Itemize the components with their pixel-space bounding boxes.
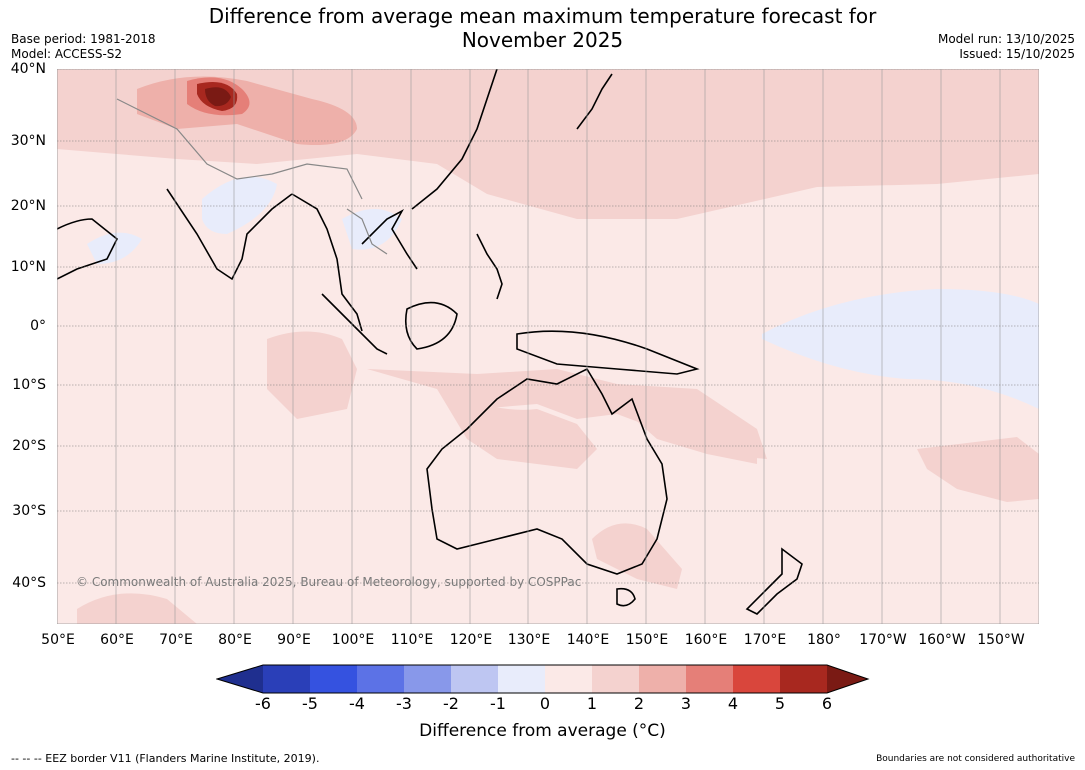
colorbar-tick: 6	[821, 694, 833, 713]
forecast-map	[57, 69, 1039, 624]
lon-label: 80°E	[218, 632, 252, 648]
colorbar-bin	[686, 665, 733, 693]
model-run: Model run: 13/10/2025	[937, 32, 1075, 46]
coast-sumatra	[321, 293, 388, 355]
lon-label: 150°E	[625, 632, 669, 648]
coast-indochina	[361, 209, 418, 270]
colorbar-high-extension	[827, 665, 868, 693]
coastlines	[57, 69, 803, 615]
anomaly-cool-zones	[87, 176, 1039, 409]
coast-philippines	[476, 233, 503, 300]
colorbar-tick: -3	[396, 694, 412, 713]
lon-label: 170°W	[859, 632, 907, 648]
colorbar-outline	[216, 664, 870, 694]
colorbar-bin	[733, 665, 780, 693]
zone-coral-sea	[612, 399, 757, 464]
lat-label: 40°S	[12, 575, 46, 591]
lat-label: 10°N	[10, 259, 46, 275]
lon-label: 150°W	[977, 632, 1025, 648]
cool-central-india	[202, 176, 277, 234]
coast-new-zealand	[745, 547, 803, 615]
colorbar-bin	[639, 665, 686, 693]
colorbar-tick: 2	[633, 694, 645, 713]
coast-borneo	[404, 301, 458, 350]
lon-label: 70°E	[159, 632, 193, 648]
map-title: Difference from average mean maximum tem…	[0, 4, 1085, 52]
eez-legend: -- -- -- EEZ border V11 (Flanders Marine…	[11, 752, 320, 765]
coast-bay-of-bengal	[291, 193, 363, 332]
colorbar-tick: -4	[349, 694, 365, 713]
lon-label: 60°E	[100, 632, 134, 648]
border-indochina	[346, 208, 388, 255]
cool-arabian-sea	[87, 232, 142, 264]
model-name: Model: ACCESS-S2	[11, 47, 123, 61]
lat-label: 20°N	[10, 198, 46, 214]
base-period: Base period: 1981-2018	[11, 32, 156, 46]
lon-label: 50°E	[41, 632, 75, 648]
colorbar-tick: 1	[586, 694, 598, 713]
zone-south-pacific	[917, 437, 1039, 502]
colorbar	[216, 664, 870, 694]
lat-label: 30°S	[12, 503, 46, 519]
lon-label: 110°E	[390, 632, 434, 648]
colorbar-tick: 0	[539, 694, 551, 713]
lon-label: 160°W	[918, 632, 966, 648]
coast-china-east	[411, 69, 498, 210]
lon-label: 170°E	[743, 632, 787, 648]
border-south-asia	[116, 98, 363, 200]
cool-equatorial-pacific	[762, 289, 1039, 409]
title-line-2: November 2025	[461, 28, 624, 52]
meta-right: Model run: 13/10/2025 Issued: 15/10/2025	[938, 32, 1075, 62]
colorbar-low-extension	[217, 665, 263, 693]
colorbar-tick: -1	[490, 694, 506, 713]
lat-label: 10°S	[12, 377, 46, 393]
zone-southern-ocean	[77, 593, 197, 624]
lat-label: 20°S	[12, 438, 46, 454]
colorbar-label: Difference from average (°C)	[419, 721, 666, 741]
colorbar-tick: -6	[255, 694, 271, 713]
colorbar-tick: 4	[727, 694, 739, 713]
lon-label: 160°E	[684, 632, 728, 648]
colorbar-bin	[263, 665, 310, 693]
colorbar-tick: 3	[680, 694, 692, 713]
coast-tasmania	[616, 587, 636, 607]
lon-label: 130°E	[507, 632, 551, 648]
title-line-1: Difference from average mean maximum tem…	[208, 4, 877, 28]
anomaly-over-6-zone	[205, 87, 231, 107]
meta-left: Base period: 1981-2018 Model: ACCESS-S2	[11, 32, 156, 62]
coast-australia	[426, 367, 668, 575]
coast-arabia	[57, 218, 119, 280]
colorbar-bin	[404, 665, 451, 693]
colorbar-bin	[357, 665, 404, 693]
lon-label: 140°E	[566, 632, 610, 648]
colorbar-tick: -2	[443, 694, 459, 713]
coast-new-guinea	[516, 330, 700, 375]
lon-label: 100°E	[331, 632, 375, 648]
coast-india	[166, 188, 293, 281]
lon-label: 180°	[807, 632, 841, 648]
coast-japan	[576, 73, 613, 130]
lat-label: 40°N	[10, 61, 46, 77]
lon-label: 120°E	[449, 632, 493, 648]
zone-north-australia	[437, 389, 597, 469]
colorbar-tick: 5	[774, 694, 786, 713]
country-borders	[116, 98, 388, 255]
lon-label: 90°E	[277, 632, 311, 648]
copyright-notice: © Commonwealth of Australia 2025, Bureau…	[76, 575, 582, 589]
boundaries-note: Boundaries are not considered authoritat…	[876, 754, 1075, 764]
colorbar-bin	[592, 665, 639, 693]
issued-date: Issued: 15/10/2025	[959, 47, 1075, 61]
colorbar-bin	[451, 665, 498, 693]
zone-maritime	[367, 369, 767, 459]
zone-se-australia	[592, 523, 682, 589]
colorbar-tick: -5	[302, 694, 318, 713]
colorbar-bin	[498, 665, 545, 693]
colorbar-bin	[310, 665, 357, 693]
meridians	[57, 69, 1001, 624]
colorbar-bin	[545, 665, 592, 693]
colorbar-bin	[780, 665, 827, 693]
lat-label: 30°N	[10, 133, 46, 149]
zone-indian-ocean	[267, 331, 357, 419]
lat-label: 0°	[30, 318, 46, 334]
